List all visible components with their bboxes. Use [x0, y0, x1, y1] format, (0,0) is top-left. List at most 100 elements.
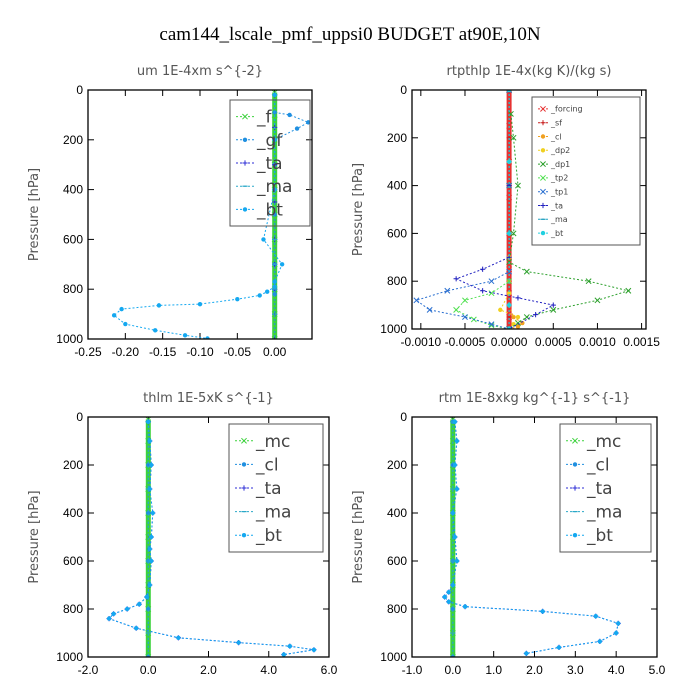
legend-label: _cl	[586, 455, 610, 475]
data-point	[123, 321, 128, 327]
y-tick-label: 400	[387, 506, 407, 520]
data-point	[597, 639, 603, 644]
data-point	[147, 546, 152, 552]
y-tick-label: 800	[63, 602, 83, 616]
data-point	[287, 644, 293, 649]
legend-label: _ta	[255, 479, 282, 499]
data-point	[306, 120, 311, 125]
data-point	[272, 284, 277, 289]
data-point	[279, 262, 285, 267]
data-point	[506, 326, 513, 329]
data-point	[540, 609, 545, 614]
data-point	[625, 287, 632, 294]
x-tick-label: 0.0005	[535, 335, 572, 349]
data-point	[311, 647, 317, 652]
data-point	[506, 231, 512, 236]
legend-label: _dp2	[550, 146, 570, 155]
legend-swatch-marker	[241, 462, 247, 467]
legend: _f _gf _ta _ma _bt	[229, 99, 311, 227]
data-point	[111, 611, 116, 616]
y-axis-label: Pressure [hPa]	[27, 490, 42, 583]
data-point	[450, 510, 456, 516]
y-tick-label: 600	[63, 554, 83, 568]
data-point	[506, 159, 512, 164]
data-point	[205, 336, 210, 339]
data-point	[510, 134, 517, 141]
series-line-bt	[113, 95, 283, 339]
data-point	[149, 462, 154, 468]
legend-swatch-marker	[540, 188, 546, 195]
data-point	[272, 92, 277, 98]
legend-label: _tp1	[550, 188, 568, 197]
data-point	[146, 606, 151, 612]
y-tick-label: 800	[387, 602, 407, 616]
data-point	[506, 302, 512, 308]
legend-label: _tp2	[550, 174, 568, 183]
data-point	[146, 510, 151, 516]
data-point	[134, 626, 139, 631]
legend-swatch-marker	[540, 161, 546, 168]
legend-swatch-marker	[572, 533, 578, 538]
data-point	[524, 651, 529, 656]
x-tick-label: 4.0	[608, 663, 625, 677]
data-point	[287, 112, 292, 118]
y-tick-label: 1000	[380, 650, 407, 664]
data-point	[449, 654, 456, 657]
legend-label: _ma	[256, 177, 292, 197]
x-tick-label: -0.20	[112, 345, 140, 359]
figure-title: cam144_lscale_pmf_uppsi0 BUDGET at90E,10…	[159, 24, 540, 45]
legend-swatch-marker	[540, 105, 546, 112]
legend-label: _gf	[256, 131, 283, 151]
data-point	[446, 590, 451, 595]
y-tick-label: 600	[387, 226, 407, 240]
legend-swatch-marker	[572, 485, 578, 491]
y-tick-label: 1000	[380, 322, 407, 336]
y-tick-label: 0	[76, 410, 83, 424]
data-point	[616, 621, 621, 626]
y-tick-label: 0	[400, 83, 407, 97]
data-point	[106, 616, 112, 621]
data-point	[594, 297, 601, 304]
data-point	[137, 602, 142, 607]
data-point	[452, 534, 458, 540]
data-point	[449, 438, 456, 444]
plot-frame	[411, 89, 647, 330]
legend-swatch-marker	[242, 137, 248, 142]
legend-swatch-marker	[242, 113, 248, 120]
y-tick-label: 0	[76, 83, 83, 97]
data-point	[453, 276, 459, 282]
panel-2: rtpthlp 1E-4x(kg K)/(kg s) Pressure [hPa]…	[351, 64, 660, 349]
data-point	[593, 614, 598, 619]
data-point	[147, 486, 152, 492]
data-point	[111, 313, 117, 318]
data-point	[488, 278, 495, 285]
data-point	[506, 90, 513, 93]
legend-box	[229, 99, 311, 227]
data-point	[515, 324, 521, 329]
data-point	[454, 558, 460, 564]
legend: _forcing _sf _cl _dp2 _dp1 _tp2 _tp1 _ta _ma _bt	[531, 96, 641, 246]
legend-label: _bt	[586, 526, 613, 546]
data-point	[523, 268, 530, 275]
legend-label: _ma	[255, 503, 291, 523]
legend-box	[228, 423, 324, 553]
data-point	[271, 336, 278, 339]
data-point	[147, 582, 152, 588]
x-tick-label: 0.00	[263, 345, 287, 359]
data-point	[150, 510, 155, 516]
x-tick-label: -2.0	[78, 663, 99, 677]
data-point	[272, 291, 277, 297]
legend-label: _bt	[255, 526, 282, 546]
plot-frame	[87, 416, 330, 658]
x-tick-label: 0.0	[444, 663, 461, 677]
data-point	[294, 126, 300, 131]
panel-1: um 1E-4xm s^{-2} Pressure [hPa] 0 200 400 600…	[27, 64, 313, 359]
data-point	[156, 303, 162, 308]
y-tick-label: 200	[387, 131, 407, 145]
legend-label: _ta	[550, 201, 563, 210]
series-line-tp2	[455, 90, 510, 329]
legend-label: _mc	[586, 432, 621, 452]
y-tick-label: 200	[387, 458, 407, 472]
x-tick-label: 0.0000	[491, 335, 528, 349]
